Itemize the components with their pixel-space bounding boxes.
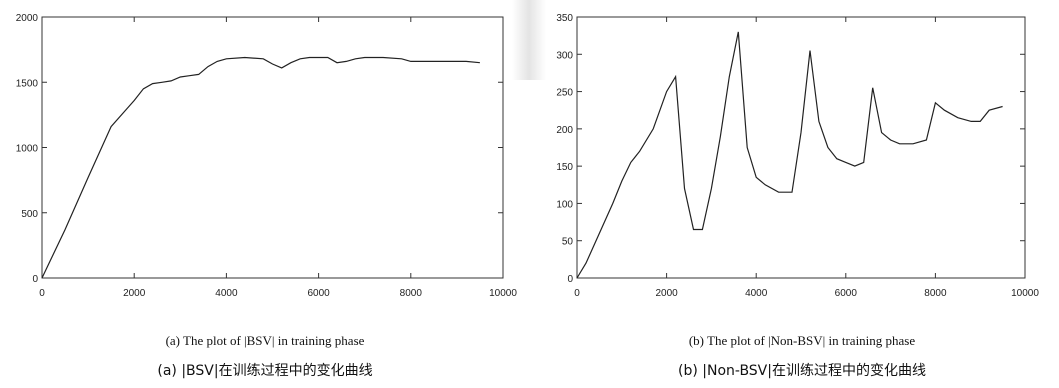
x-tick-label: 6000 xyxy=(307,288,330,299)
y-tick-label: 100 xyxy=(556,199,573,210)
caption-a-en: (a) The plot of |BSV| in training phase xyxy=(165,333,365,348)
x-tick-label: 8000 xyxy=(924,288,947,299)
x-tick-label: 10000 xyxy=(1011,288,1039,299)
plot-area xyxy=(41,16,504,279)
y-tick-label: 2000 xyxy=(16,13,39,24)
x-tick-label: 2000 xyxy=(123,288,146,299)
y-tick-label: 0 xyxy=(32,274,38,285)
y-tick-label: 350 xyxy=(556,13,573,24)
x-tick-label: 0 xyxy=(39,288,45,299)
y-tick-label: 1500 xyxy=(16,78,39,89)
y-tick-label: 50 xyxy=(562,237,574,248)
x-tick-label: 4000 xyxy=(745,288,768,299)
caption-b-en: (b) The plot of |Non-BSV| in training ph… xyxy=(688,333,916,348)
x-tick-label: 4000 xyxy=(215,288,238,299)
x-tick-label: 10000 xyxy=(489,288,517,299)
scan-artifact xyxy=(512,0,546,80)
y-tick-label: 0 xyxy=(567,274,573,285)
x-tick-label: 8000 xyxy=(400,288,423,299)
plot-area xyxy=(576,16,1026,279)
x-tick-label: 2000 xyxy=(655,288,678,299)
y-tick-label: 500 xyxy=(21,209,38,220)
y-tick-label: 150 xyxy=(556,162,573,173)
series-line xyxy=(41,56,480,279)
caption-a-zh: (a) |BSV|在训练过程中的变化曲线 xyxy=(157,363,373,379)
caption-b-zh: (b) |Non-BSV|在训练过程中的变化曲线 xyxy=(678,363,926,379)
x-tick-label: 6000 xyxy=(835,288,858,299)
series-line xyxy=(576,31,1003,279)
x-tick-label: 0 xyxy=(574,288,580,299)
y-tick-label: 1000 xyxy=(16,144,39,155)
chart-a: 0 2000 4000 6000 8000 10000 0 500 1000 1500 2000 xyxy=(16,13,518,299)
chart-b: 0 2000 4000 6000 8000 10000 0 50 100 150 200 250 300… xyxy=(556,13,1039,299)
y-tick-label: 250 xyxy=(556,88,573,99)
y-tick-label: 200 xyxy=(556,125,573,136)
y-tick-label: 300 xyxy=(556,50,573,61)
